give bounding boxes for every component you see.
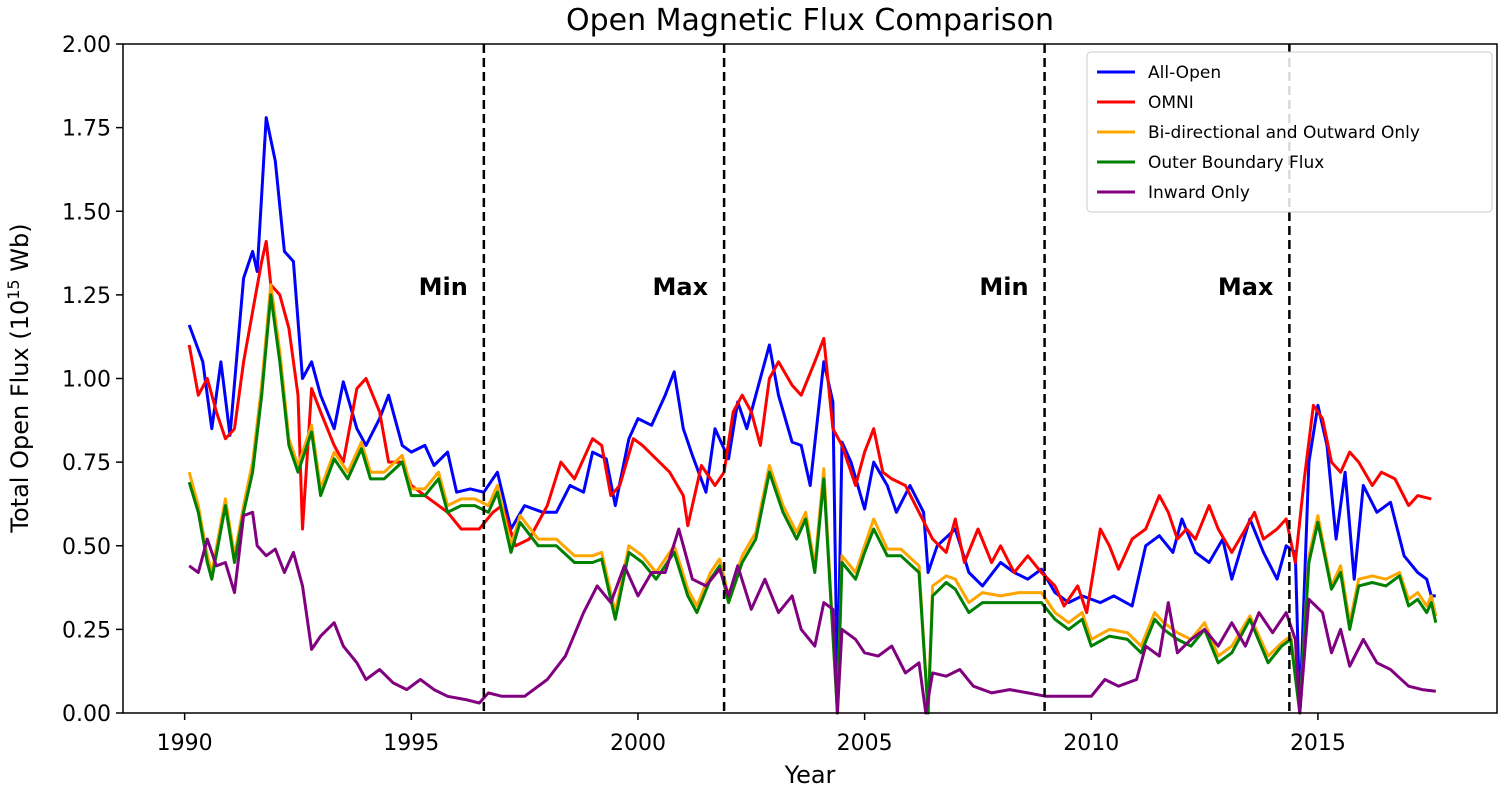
y-tick-label: 1.25 (62, 284, 111, 309)
x-tick-label: 1990 (157, 731, 213, 756)
y-axis-label-unit: Wb) (6, 223, 34, 279)
legend-box (1086, 51, 1493, 213)
y-tick-label: 0.25 (62, 618, 111, 643)
plot-area: Min Max Min Max (187, 44, 1438, 715)
y-tick-label: 1.50 (62, 200, 111, 225)
x-tick-label: 2015 (1290, 731, 1346, 756)
cycle-marker-label: Min (979, 273, 1028, 301)
cycle-marker-label: Max (1218, 273, 1274, 301)
y-tick-label: 0.75 (62, 451, 111, 476)
legend: All-Open OMNI Bi-directional and Outward O… (1086, 51, 1493, 213)
x-tick-label: 2000 (610, 731, 666, 756)
x-tick-label: 1995 (383, 731, 439, 756)
legend-label: Inward Only (1148, 183, 1250, 203)
legend-label: Bi-directional and Outward Only (1148, 123, 1420, 143)
y-tick-label: 0.00 (62, 702, 111, 727)
legend-label: Outer Boundary Flux (1148, 153, 1324, 173)
series-line-outer-boundary-flux (187, 293, 1438, 715)
y-axis-label-main: Total Open Flux (10 (6, 300, 34, 534)
x-tick-label: 2005 (837, 731, 893, 756)
cycle-marker-label: Max (653, 273, 709, 301)
y-tick-label: 2.00 (62, 33, 111, 58)
y-axis-label-exponent: 15 (4, 279, 23, 299)
y-tick-label: 1.75 (62, 117, 111, 142)
axis-ticks: 1990 1995 2000 2005 2010 2015 0.00 0.25 0.50 0.75… (62, 33, 1346, 756)
series-line-omni (187, 239, 1432, 615)
legend-label: All-Open (1148, 63, 1221, 83)
axes-frame (122, 43, 1498, 714)
x-axis-label: Year (784, 761, 836, 788)
series-line-inward-only (188, 510, 1436, 715)
series-line-all-open (187, 116, 1436, 715)
chart-title: Open Magnetic Flux Comparison (566, 3, 1054, 38)
x-tick-label: 2010 (1063, 731, 1119, 756)
cycle-marker-label: Min (419, 273, 468, 301)
series-line-bi-directional-and-outward-only (187, 283, 1438, 715)
y-axis-label: Total Open Flux (1015 Wb) (4, 223, 34, 533)
y-tick-label: 0.50 (62, 535, 111, 560)
y-tick-label: 1.00 (62, 368, 111, 393)
legend-label: OMNI (1148, 93, 1194, 113)
